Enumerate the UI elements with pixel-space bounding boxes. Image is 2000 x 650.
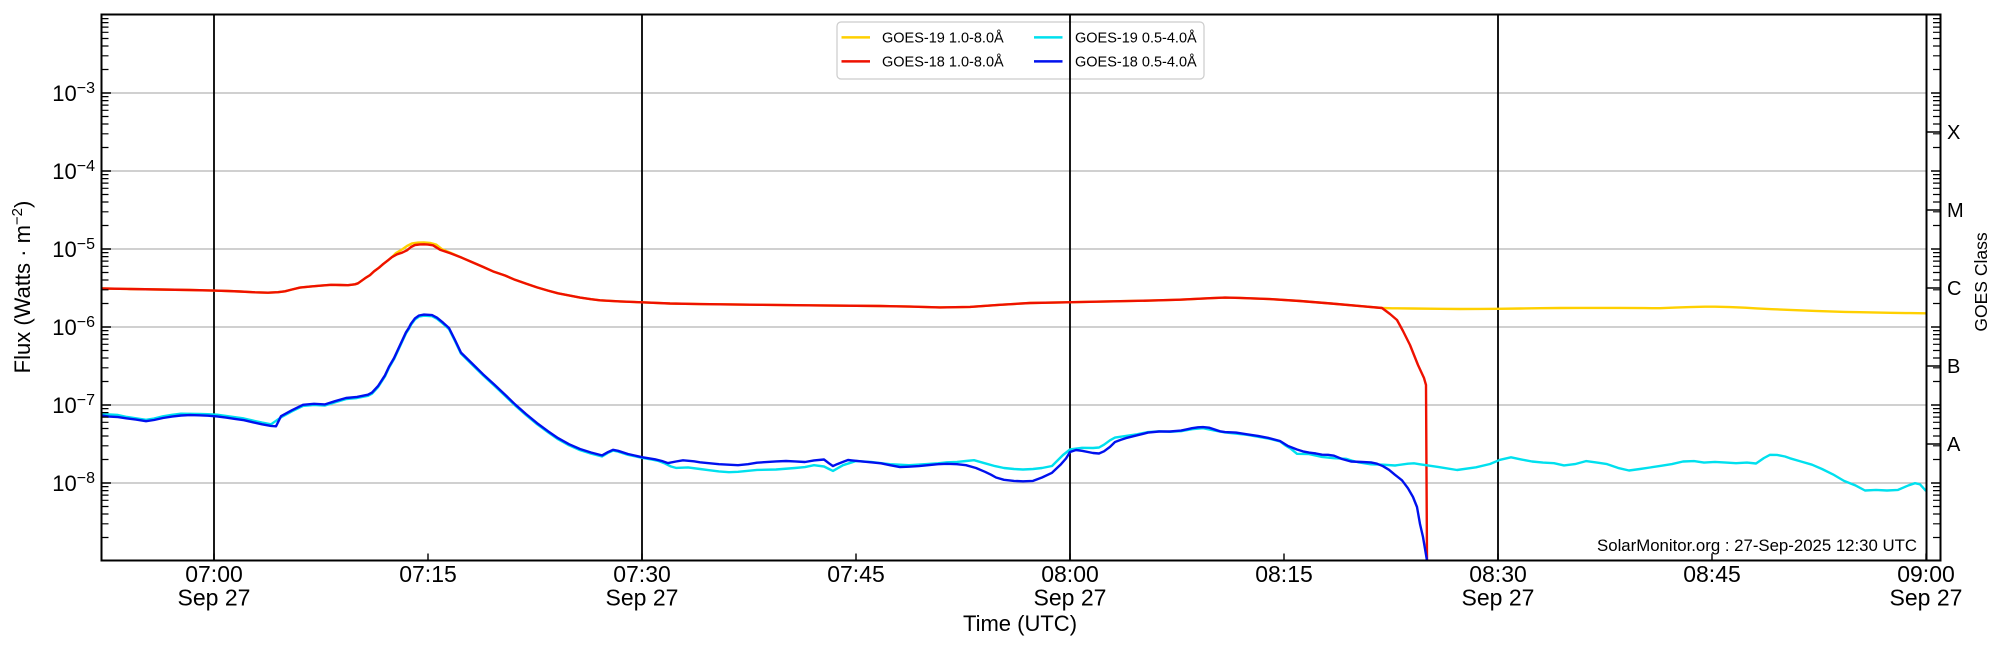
svg-text:X: X [1947,122,1960,144]
svg-text:Sep 27: Sep 27 [1890,585,1963,611]
svg-text:08:00: 08:00 [1041,561,1099,587]
svg-text:GOES-18 1.0-8.0Å: GOES-18 1.0-8.0Å [882,54,1004,71]
svg-text:07:30: 07:30 [613,561,671,587]
svg-text:Sep 27: Sep 27 [1034,585,1107,611]
svg-text:09:00: 09:00 [1897,561,1955,587]
svg-text:Sep 27: Sep 27 [1462,585,1535,611]
svg-text:GOES Class: GOES Class [1971,232,1991,331]
svg-text:M: M [1947,200,1964,222]
svg-text:Sep 27: Sep 27 [178,585,251,611]
svg-text:07:15: 07:15 [399,561,457,587]
svg-text:08:15: 08:15 [1255,561,1313,587]
svg-text:SolarMonitor.org : 27-Sep-2025: SolarMonitor.org : 27-Sep-2025 12:30 UTC [1597,536,1917,555]
svg-text:08:30: 08:30 [1469,561,1527,587]
svg-text:GOES-19 0.5-4.0Å: GOES-19 0.5-4.0Å [1075,30,1197,47]
svg-text:C: C [1947,278,1961,300]
svg-text:Sep 27: Sep 27 [606,585,679,611]
svg-text:GOES-19 1.0-8.0Å: GOES-19 1.0-8.0Å [882,30,1004,47]
svg-text:07:45: 07:45 [827,561,885,587]
svg-text:GOES-18 0.5-4.0Å: GOES-18 0.5-4.0Å [1075,54,1197,71]
svg-text:Flux (Watts · m−2): Flux (Watts · m−2) [9,201,35,374]
svg-text:07:00: 07:00 [185,561,243,587]
svg-text:A: A [1947,434,1961,456]
svg-text:08:45: 08:45 [1683,561,1741,587]
svg-text:Time (UTC): Time (UTC) [963,611,1077,636]
svg-text:B: B [1947,356,1960,378]
